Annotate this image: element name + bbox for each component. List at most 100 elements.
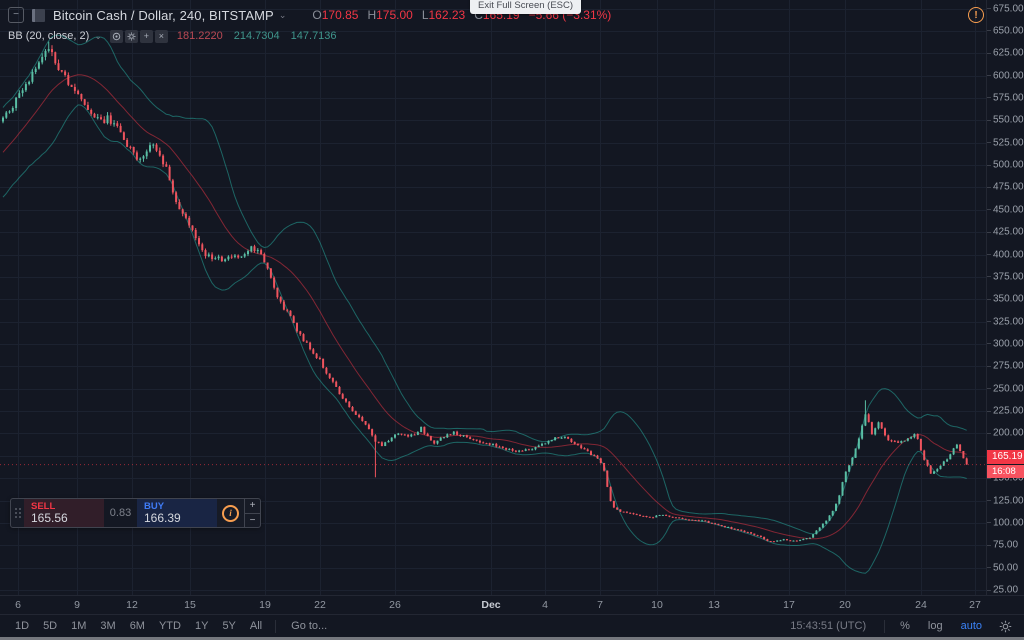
plus-icon[interactable]: + xyxy=(139,29,153,43)
price-axis-tick xyxy=(987,75,991,77)
alert-warning-icon[interactable]: ! xyxy=(968,7,984,23)
time-axis[interactable]: 6 9 12 15 19 22 26 Dec 4 7 10 13 17 20 24 27 xyxy=(0,595,1024,615)
price-axis-tick xyxy=(987,567,991,569)
decrease-button[interactable]: − xyxy=(249,514,256,526)
price-axis-tick xyxy=(987,589,991,591)
range-button-5y[interactable]: 5Y xyxy=(222,620,236,632)
bb-upper-value: 214.7304 xyxy=(233,30,280,42)
legend-collapse-button[interactable]: − xyxy=(8,7,24,23)
high-label: H xyxy=(367,8,377,22)
sell-price: 165.56 xyxy=(31,511,68,525)
time-axis-label: 26 xyxy=(389,599,401,611)
price-axis[interactable]: 675.00 650.00 625.00 600.00 575.00 550.00 525.… xyxy=(986,0,1024,596)
price-axis-tick xyxy=(987,500,991,502)
indicator-title[interactable]: BB (20, close, 2) xyxy=(8,30,90,42)
clock-utc[interactable]: 15:43:51 (UTC) xyxy=(790,620,867,632)
sell-button[interactable]: SELL 165.56 xyxy=(24,499,104,527)
bb-basis-value: 181.2220 xyxy=(176,30,223,42)
exit-fullscreen-tooltip: Exit Full Screen (ESC) xyxy=(470,0,582,14)
settings-gear-icon[interactable] xyxy=(991,620,1016,633)
price-axis-label: 225.00 xyxy=(993,405,1024,417)
range-button-ytd[interactable]: YTD xyxy=(158,620,181,632)
screen-bottom-strip xyxy=(0,637,1024,640)
time-axis-label: 22 xyxy=(314,599,326,611)
range-button-5d[interactable]: 5D xyxy=(43,620,58,632)
chevron-down-icon[interactable]: ⌄ xyxy=(94,30,102,41)
range-button-1m[interactable]: 1M xyxy=(71,620,87,632)
time-axis-label: 13 xyxy=(708,599,720,611)
info-button[interactable]: i xyxy=(217,499,244,527)
toolbar-divider xyxy=(884,619,886,633)
price-axis-label: 200.00 xyxy=(993,427,1024,439)
price-axis-label: 250.00 xyxy=(993,383,1024,395)
goto-button[interactable]: Go to... xyxy=(291,620,328,632)
price-axis-label: 275.00 xyxy=(993,360,1024,372)
symbol-title[interactable]: Bitcoin Cash / Dollar, 240, BITSTAMP xyxy=(53,7,274,23)
time-axis-label: Dec xyxy=(481,599,501,611)
price-axis-label: 125.00 xyxy=(993,495,1024,507)
high-value: 175.00 xyxy=(376,8,413,22)
price-axis-tick xyxy=(987,276,991,278)
price-axis-label: 475.00 xyxy=(993,181,1024,193)
indicator-legend-row: BB (20, close, 2) ⌄ + × xyxy=(8,28,611,44)
auto-scale-button[interactable]: auto xyxy=(960,620,982,632)
low-label: L xyxy=(421,8,429,22)
buy-button[interactable]: BUY 166.39 xyxy=(137,499,217,527)
price-axis-label: 300.00 xyxy=(993,338,1024,350)
log-scale-button[interactable]: log xyxy=(927,620,943,632)
price-axis-label: 450.00 xyxy=(993,204,1024,216)
range-button-1y[interactable]: 1Y xyxy=(194,620,209,632)
chart-legend: − Bitcoin Cash / Dollar, 240, BITSTAMP ⌄… xyxy=(8,7,611,44)
price-chart-canvas[interactable] xyxy=(0,0,986,595)
info-icon: i xyxy=(222,504,239,522)
close-icon[interactable]: × xyxy=(154,29,168,43)
range-buttons: 1D 5D 1M 3M 6M YTD 1Y 5Y All xyxy=(8,620,269,632)
spread-value: 0.83 xyxy=(104,499,137,527)
time-axis-label: 12 xyxy=(126,599,138,611)
bottom-toolbar: 1D 5D 1M 3M 6M YTD 1Y 5Y All Go to... 15:43:51 (… xyxy=(0,614,1024,637)
range-button-all[interactable]: All xyxy=(249,620,263,632)
price-axis-label: 525.00 xyxy=(993,137,1024,149)
price-axis-tick xyxy=(987,365,991,367)
time-axis-label: 10 xyxy=(651,599,663,611)
range-button-3m[interactable]: 3M xyxy=(100,620,116,632)
price-axis-label: 425.00 xyxy=(993,226,1024,238)
open-label: O xyxy=(312,8,322,22)
price-axis-label: 375.00 xyxy=(993,271,1024,283)
increase-button[interactable]: + xyxy=(245,499,260,514)
percent-scale-button[interactable]: % xyxy=(900,620,910,632)
last-price-tag: 165.19 xyxy=(987,450,1024,465)
drag-handle[interactable] xyxy=(11,499,24,527)
sell-label: SELL xyxy=(31,501,56,512)
price-axis-label: 350.00 xyxy=(993,293,1024,305)
bar-countdown-tag: 16:08 xyxy=(987,465,1024,479)
toolbar-right-group: 15:43:51 (UTC) % log auto xyxy=(790,619,1016,633)
price-axis-tick xyxy=(987,186,991,188)
toolbar-divider xyxy=(275,619,277,633)
time-axis-label: 15 xyxy=(184,599,196,611)
eye-icon[interactable] xyxy=(109,29,123,43)
price-axis-label: 500.00 xyxy=(993,159,1024,171)
price-axis-tick xyxy=(987,343,991,345)
range-button-6m[interactable]: 6M xyxy=(129,620,145,632)
order-panel: SELL 165.56 0.83 BUY 166.39 i + − xyxy=(10,498,261,528)
quantity-stepper: + − xyxy=(244,499,260,527)
price-axis-tick xyxy=(987,254,991,256)
gear-icon[interactable] xyxy=(124,29,138,43)
bb-lower-value: 147.7136 xyxy=(290,30,337,42)
chart-pane[interactable]: − Bitcoin Cash / Dollar, 240, BITSTAMP ⌄… xyxy=(0,0,986,595)
price-axis-tick xyxy=(987,119,991,121)
buy-price: 166.39 xyxy=(144,511,181,525)
price-axis-label: 650.00 xyxy=(993,25,1024,37)
chevron-down-icon[interactable]: ⌄ xyxy=(278,9,287,20)
drag-handle-dots xyxy=(14,508,21,518)
time-axis-label: 24 xyxy=(915,599,927,611)
close-label: C xyxy=(474,8,483,22)
range-button-1d[interactable]: 1D xyxy=(15,620,30,632)
open-value: 170.85 xyxy=(321,8,359,22)
price-axis-label: 600.00 xyxy=(993,70,1024,82)
time-axis-label: 6 xyxy=(15,599,21,611)
price-axis-label: 550.00 xyxy=(993,114,1024,126)
price-axis-tick xyxy=(987,142,991,144)
